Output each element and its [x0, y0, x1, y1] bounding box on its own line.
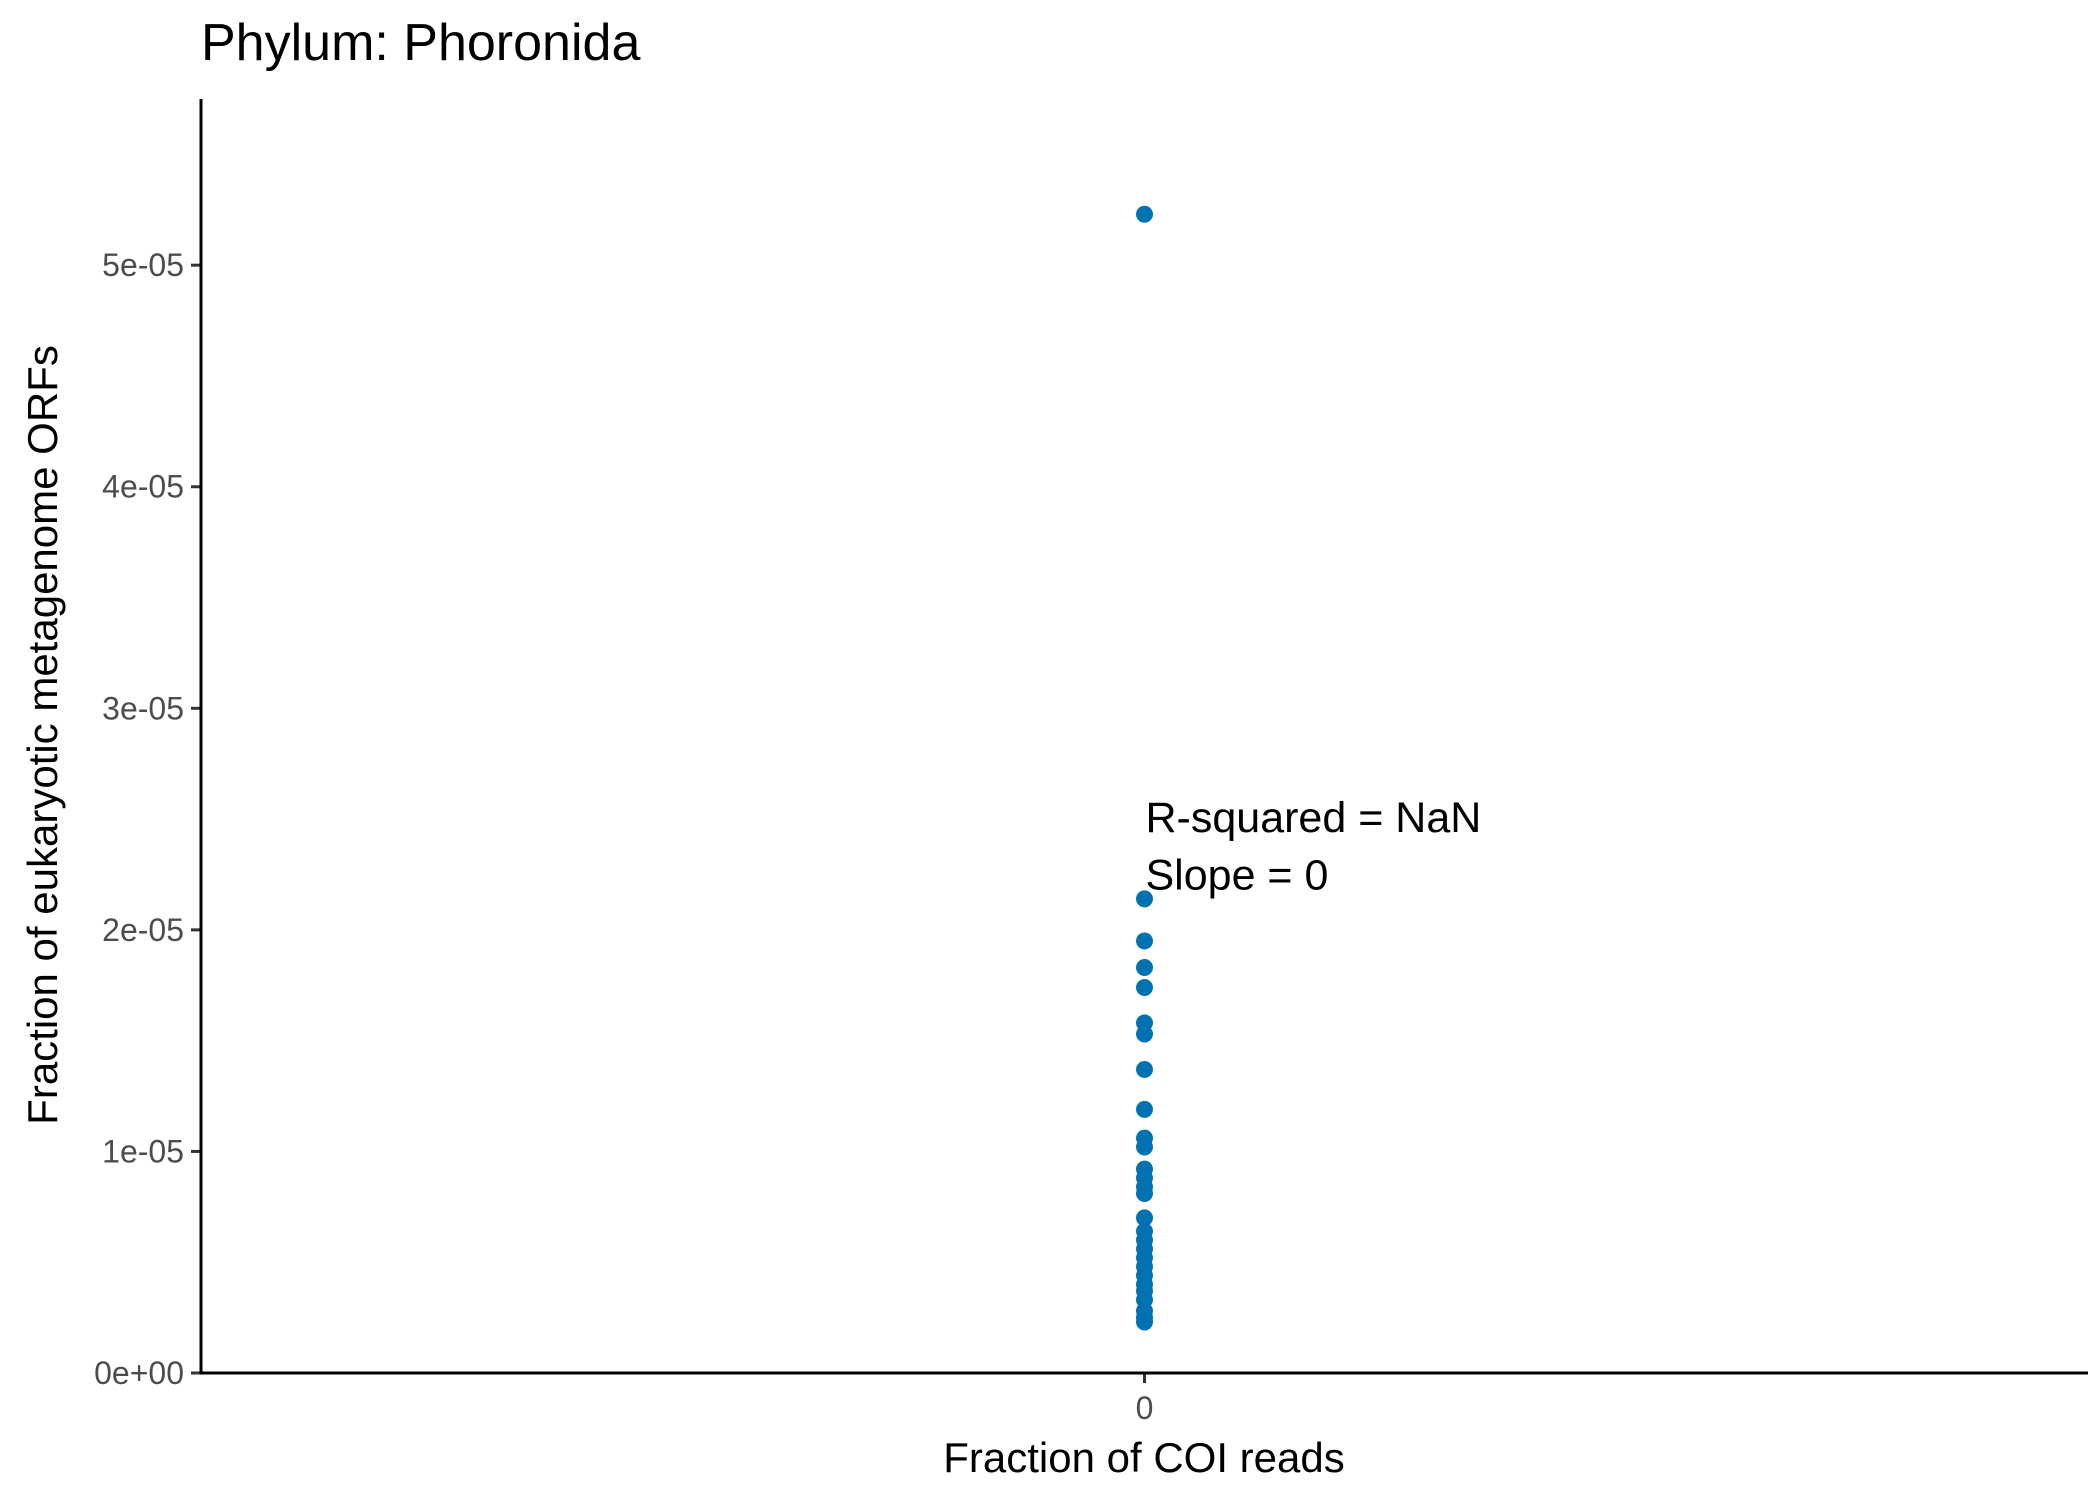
y-axis-label: Fraction of eukaryotic metagenome ORFs — [19, 345, 66, 1125]
data-point — [1136, 1060, 1153, 1078]
y-tick-label: 5e-05 — [102, 247, 184, 283]
data-point — [1136, 1313, 1153, 1331]
x-axis-label: Fraction of COI reads — [943, 1434, 1344, 1481]
data-point — [1136, 1138, 1153, 1156]
y-tick-label: 4e-05 — [102, 469, 184, 505]
y-tick-label: 1e-05 — [102, 1133, 184, 1169]
data-point — [1136, 1100, 1153, 1118]
y-tick-label: 2e-05 — [102, 912, 184, 948]
annotation-text: Slope = 0 — [1146, 851, 1329, 899]
data-point — [1136, 205, 1153, 223]
data-point — [1136, 959, 1153, 977]
data-point — [1136, 1209, 1153, 1227]
x-tick-label: 0 — [1136, 1390, 1154, 1426]
data-point — [1136, 890, 1153, 908]
y-tick-label: 3e-05 — [102, 690, 184, 726]
data-point — [1136, 1025, 1153, 1043]
data-point — [1136, 978, 1153, 996]
y-tick-label: 0e+00 — [94, 1355, 184, 1391]
chart-annotations: R-squared = NaN Slope = 0 — [1146, 794, 1482, 900]
chart-title: Phylum: Phoronida — [201, 14, 640, 72]
data-point — [1136, 1185, 1153, 1203]
data-points — [1136, 205, 1153, 1331]
y-axis-ticks: 0e+00 1e-05 2e-05 3e-05 4e-05 5e-05 — [94, 247, 201, 1391]
data-point — [1136, 932, 1153, 950]
annotation-text: R-squared = NaN — [1146, 794, 1482, 842]
x-axis-ticks: 0 — [1136, 1373, 1154, 1426]
